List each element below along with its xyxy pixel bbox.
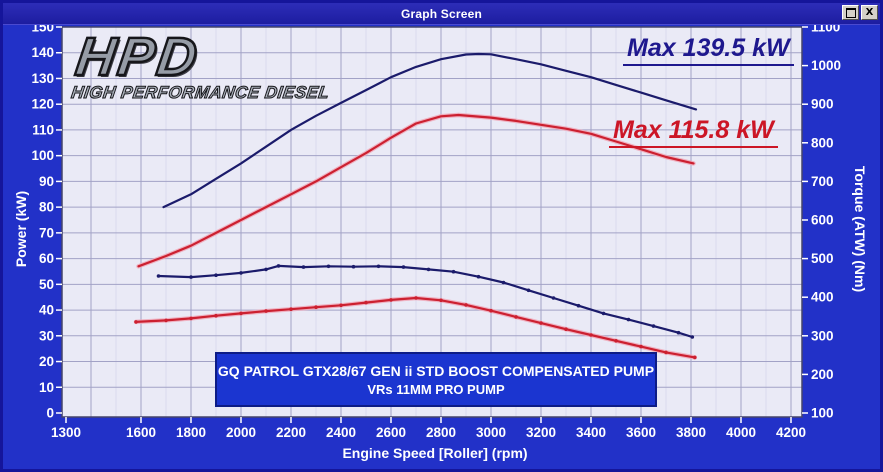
svg-text:60: 60 <box>39 251 54 266</box>
svg-text:300: 300 <box>811 328 834 343</box>
svg-text:140: 140 <box>31 45 54 60</box>
svg-text:20: 20 <box>39 354 54 369</box>
svg-text:70: 70 <box>39 225 54 240</box>
svg-text:4200: 4200 <box>776 425 806 440</box>
svg-text:3400: 3400 <box>576 425 606 440</box>
svg-text:40: 40 <box>39 303 54 318</box>
max-power-label-red: Max 115.8 kW <box>609 116 778 148</box>
svg-text:80: 80 <box>39 200 54 215</box>
svg-text:0: 0 <box>46 406 54 421</box>
svg-text:2600: 2600 <box>376 425 406 440</box>
svg-text:100: 100 <box>811 406 834 421</box>
svg-text:900: 900 <box>811 97 834 112</box>
logo-text: HPD <box>71 26 205 89</box>
rpm-axis-title: Engine Speed [Roller] (rpm) <box>342 445 528 461</box>
svg-text:3600: 3600 <box>626 425 656 440</box>
close-icon: X <box>865 7 874 18</box>
hpd-logo: HPD HIGH PERFORMANCE DIESEL <box>70 26 338 103</box>
svg-text:3000: 3000 <box>476 425 506 440</box>
max-power-label-blue: Max 139.5 kW <box>623 34 794 66</box>
power-axis-title: Power (kW) <box>13 190 29 268</box>
svg-text:1000: 1000 <box>811 58 841 73</box>
svg-text:1100: 1100 <box>811 25 840 35</box>
svg-text:100: 100 <box>31 148 54 163</box>
svg-text:500: 500 <box>811 251 834 266</box>
restore-button[interactable] <box>842 5 859 20</box>
svg-text:2200: 2200 <box>276 425 306 440</box>
window-title: Graph Screen <box>400 6 483 21</box>
svg-text:700: 700 <box>811 174 834 189</box>
svg-text:800: 800 <box>811 135 834 150</box>
svg-text:2800: 2800 <box>426 425 456 440</box>
restore-icon <box>845 7 856 18</box>
svg-text:110: 110 <box>32 122 54 137</box>
svg-text:1300: 1300 <box>51 425 81 440</box>
logo-subtext: HIGH PERFORMANCE DIESEL <box>70 83 332 103</box>
svg-text:3200: 3200 <box>526 425 556 440</box>
svg-text:4000: 4000 <box>726 425 756 440</box>
svg-text:30: 30 <box>39 328 54 343</box>
svg-text:2400: 2400 <box>326 425 356 440</box>
run-description-box: GQ PATROL GTX28/67 GEN ii STD BOOST COMP… <box>215 352 657 407</box>
svg-text:2000: 2000 <box>226 425 256 440</box>
svg-text:10: 10 <box>39 380 54 395</box>
title-bar: Graph Screen X <box>3 3 880 25</box>
svg-text:200: 200 <box>811 367 834 382</box>
svg-text:90: 90 <box>39 174 54 189</box>
svg-text:50: 50 <box>39 277 54 292</box>
torque-axis-title: Torque (ATW) (Nm) <box>852 165 868 293</box>
svg-text:600: 600 <box>811 213 834 228</box>
run-description-line1: GQ PATROL GTX28/67 GEN ii STD BOOST COMP… <box>217 362 655 379</box>
svg-text:1600: 1600 <box>126 425 156 440</box>
svg-text:3800: 3800 <box>676 425 706 440</box>
svg-text:1800: 1800 <box>176 425 206 440</box>
run-description-line2: VRs 11MM PRO PUMP <box>367 381 505 397</box>
svg-text:120: 120 <box>31 97 54 112</box>
close-button[interactable]: X <box>861 5 878 20</box>
svg-text:150: 150 <box>31 25 54 35</box>
window-buttons: X <box>842 5 878 20</box>
svg-text:400: 400 <box>811 290 834 305</box>
chart-area: 0 10 20 30 40 50 60 70 80 90 100 110 120 130 140 150 100… <box>3 20 880 469</box>
svg-text:130: 130 <box>31 71 54 86</box>
